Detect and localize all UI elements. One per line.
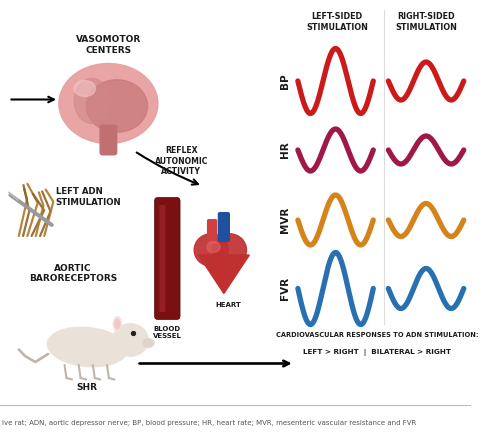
Text: AORTIC
BARORECEPTORS: AORTIC BARORECEPTORS [29, 264, 117, 283]
Text: SHR: SHR [76, 383, 98, 392]
Ellipse shape [207, 242, 220, 253]
FancyBboxPatch shape [154, 198, 180, 319]
Ellipse shape [115, 319, 120, 329]
Text: REFLEX
AUTONOMIC
ACTIVITY: REFLEX AUTONOMIC ACTIVITY [155, 146, 208, 176]
Ellipse shape [74, 78, 110, 123]
FancyBboxPatch shape [207, 219, 218, 244]
Polygon shape [198, 255, 250, 294]
Text: CARDIOVASCULAR RESPONSES TO ADN STIMULATION:: CARDIOVASCULAR RESPONSES TO ADN STIMULAT… [276, 332, 478, 338]
Text: MVR: MVR [280, 207, 290, 233]
Text: ive rat; ADN, aortic depressor nerve; BP, blood pressure; HR, heart rate; MVR, m: ive rat; ADN, aortic depressor nerve; BP… [2, 420, 416, 426]
Ellipse shape [48, 327, 127, 367]
Ellipse shape [194, 234, 228, 266]
Text: HEART: HEART [216, 302, 242, 308]
Text: FVR: FVR [280, 277, 290, 300]
FancyBboxPatch shape [160, 205, 166, 312]
Text: LEFT > RIGHT  |  BILATERAL > RIGHT: LEFT > RIGHT | BILATERAL > RIGHT [303, 348, 451, 355]
Ellipse shape [113, 324, 148, 356]
Ellipse shape [59, 64, 158, 143]
Text: RIGHT-SIDED
STIMULATION: RIGHT-SIDED STIMULATION [396, 12, 458, 32]
Text: LEFT ADN
STIMULATION: LEFT ADN STIMULATION [56, 187, 121, 207]
Ellipse shape [212, 234, 246, 266]
Ellipse shape [86, 80, 148, 132]
FancyBboxPatch shape [100, 124, 117, 156]
Text: BLOOD
VESSEL: BLOOD VESSEL [153, 326, 182, 339]
Text: HR: HR [280, 142, 290, 158]
Ellipse shape [74, 81, 96, 97]
Ellipse shape [143, 339, 154, 348]
Text: LEFT-SIDED
STIMULATION: LEFT-SIDED STIMULATION [306, 12, 368, 32]
Text: BP: BP [280, 73, 290, 89]
FancyBboxPatch shape [218, 212, 230, 242]
Text: VASOMOTOR
CENTERS: VASOMOTOR CENTERS [76, 35, 141, 55]
Ellipse shape [113, 317, 122, 332]
